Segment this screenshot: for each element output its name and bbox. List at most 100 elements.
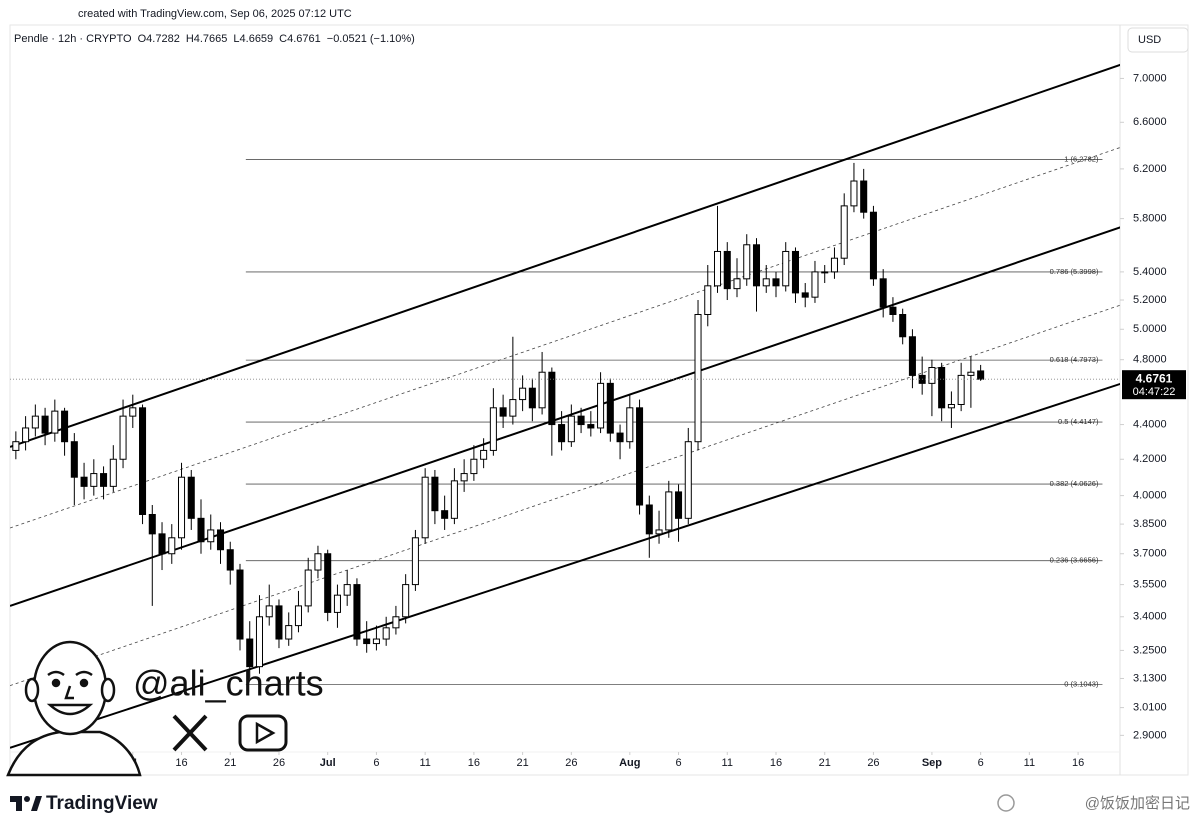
x-icon bbox=[172, 714, 208, 752]
y-tick-label: 4.4000 bbox=[1133, 418, 1167, 430]
candle-body bbox=[148, 513, 156, 535]
candle-body bbox=[285, 625, 293, 640]
x-tick-label: Jul bbox=[320, 757, 336, 769]
bar-countdown: 04:47:22 bbox=[1133, 386, 1176, 398]
candle-body bbox=[411, 537, 419, 586]
x-tick-label: 11 bbox=[722, 757, 733, 769]
candle-body bbox=[567, 415, 575, 443]
x-tick-label: 16 bbox=[770, 757, 782, 769]
candle-body bbox=[324, 553, 332, 613]
y-tick-label: 2.9000 bbox=[1133, 729, 1167, 741]
x-tick-label: 16 bbox=[468, 757, 480, 769]
candle-body bbox=[372, 638, 380, 645]
fib-label: 0.236 (3.6656) bbox=[1050, 556, 1099, 565]
fib-label: 1 (6.2782) bbox=[1064, 155, 1099, 164]
candle-body bbox=[694, 314, 702, 443]
candle-body bbox=[548, 371, 556, 426]
candle-body bbox=[363, 638, 371, 645]
candle-body bbox=[665, 491, 673, 531]
candle-body bbox=[41, 415, 49, 434]
currency-button[interactable] bbox=[1127, 27, 1189, 53]
candle-body bbox=[470, 458, 478, 475]
candle-body bbox=[733, 278, 741, 290]
x-tick-label: 11 bbox=[1024, 757, 1035, 769]
channel-line bbox=[10, 382, 1120, 749]
x-tick-label: 26 bbox=[273, 757, 285, 769]
candle-body bbox=[743, 244, 751, 280]
fib-label: 0 (3.1043) bbox=[1064, 680, 1099, 689]
youtube-icon bbox=[238, 714, 288, 752]
y-tick-label: 3.7000 bbox=[1133, 548, 1167, 560]
candle-body bbox=[22, 427, 30, 443]
candle-body bbox=[928, 367, 936, 384]
candle-body bbox=[499, 407, 507, 417]
candle-body bbox=[626, 407, 634, 443]
fib-label: 0.618 (4.7973) bbox=[1050, 355, 1099, 364]
candle-body bbox=[655, 529, 663, 535]
avatar-ear bbox=[24, 677, 40, 703]
avatar-eye bbox=[51, 678, 61, 688]
candle-body bbox=[431, 476, 439, 512]
x-tick-label: Sep bbox=[922, 757, 942, 769]
candle-body bbox=[684, 441, 692, 519]
y-tick-label: 4.0000 bbox=[1133, 490, 1167, 502]
avatar-eye bbox=[79, 678, 89, 688]
x-tick-label: Aug bbox=[619, 757, 640, 769]
candle-body bbox=[80, 476, 88, 487]
candle-body bbox=[480, 449, 488, 460]
x-tick-label: 6 bbox=[978, 757, 984, 769]
candle-body bbox=[772, 278, 780, 287]
logo-slash bbox=[31, 796, 42, 811]
y-tick-label: 5.2000 bbox=[1133, 294, 1167, 306]
x-tick-label: 21 bbox=[224, 757, 236, 769]
ohlc-value: O4.7282 bbox=[138, 33, 180, 45]
candle-body bbox=[840, 205, 848, 259]
candle-body bbox=[226, 549, 234, 571]
candle-body bbox=[275, 605, 283, 640]
candle-body bbox=[70, 441, 78, 478]
candle-body bbox=[168, 537, 176, 555]
candle-body bbox=[830, 257, 838, 273]
x-tick-label: 21 bbox=[819, 757, 831, 769]
x-tick-label: 6 bbox=[373, 757, 379, 769]
candle-body bbox=[353, 584, 361, 640]
candle-body bbox=[509, 399, 517, 417]
channel-line bbox=[10, 226, 1120, 607]
candle-body bbox=[61, 410, 69, 443]
y-tick-label: 3.0100 bbox=[1133, 702, 1167, 714]
candle-body bbox=[528, 387, 536, 409]
candle-body bbox=[869, 211, 877, 280]
candle-body bbox=[752, 244, 761, 287]
candle-body bbox=[236, 569, 244, 640]
candle-body bbox=[333, 594, 341, 613]
x-tick-label: 26 bbox=[565, 757, 577, 769]
candle-body bbox=[246, 638, 254, 668]
last-price-box bbox=[1122, 370, 1186, 400]
candle-body bbox=[782, 250, 790, 287]
candle-body bbox=[343, 584, 351, 596]
candle-body bbox=[967, 371, 975, 376]
currency[interactable]: USD bbox=[1138, 34, 1161, 46]
channel-line bbox=[10, 63, 1120, 448]
candle-body bbox=[636, 407, 644, 506]
symbol-legend: Pendle · 12h · CRYPTO O4.7282 H4.7665 L4.66… bbox=[14, 33, 415, 45]
brand-name: TradingView bbox=[46, 793, 158, 814]
candle-body bbox=[119, 415, 127, 460]
candle-body bbox=[889, 306, 897, 316]
candle-body bbox=[402, 584, 410, 618]
avatar-shoulders bbox=[6, 730, 142, 777]
youtube-play bbox=[255, 721, 276, 745]
candle-body bbox=[587, 424, 595, 429]
y-tick-label: 3.5500 bbox=[1133, 578, 1167, 590]
candle-body bbox=[421, 476, 429, 539]
candle-body bbox=[850, 180, 858, 207]
candle-body bbox=[460, 473, 468, 482]
candle-body bbox=[704, 285, 712, 316]
candle-body bbox=[31, 415, 39, 429]
chart-frame bbox=[9, 24, 1189, 776]
y-tick-label: 7.0000 bbox=[1133, 72, 1167, 84]
candle-body bbox=[187, 476, 195, 519]
candle-body bbox=[977, 370, 985, 380]
banner: created with TradingView.com, Sep 06, 20… bbox=[78, 8, 352, 20]
